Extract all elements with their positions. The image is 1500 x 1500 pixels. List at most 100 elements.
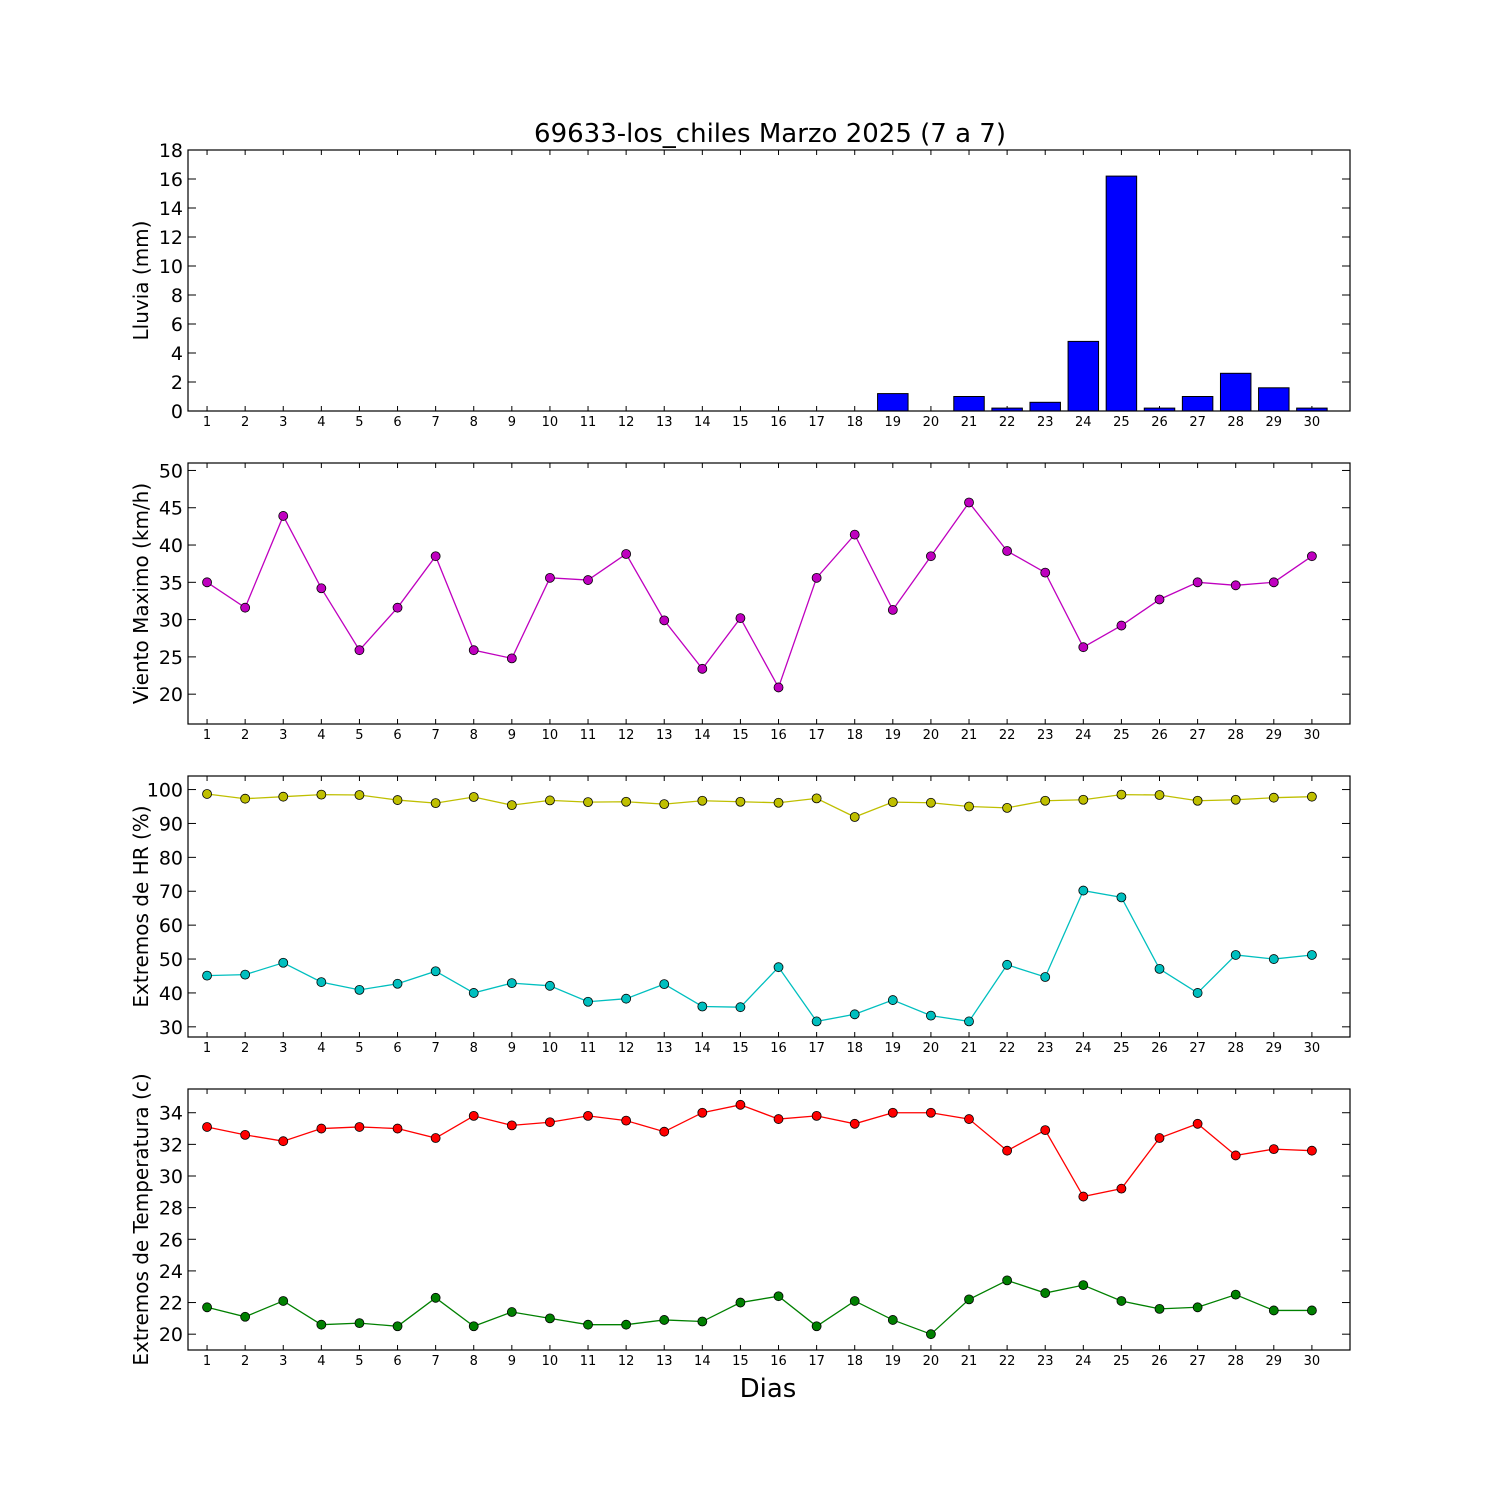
x-tick-label: 1 (203, 415, 211, 430)
y-tick-label: 40 (159, 535, 183, 557)
data-point (811, 1110, 822, 1121)
bar (1067, 340, 1100, 412)
data-point (887, 797, 898, 807)
y-tick-label: 22 (159, 1293, 183, 1315)
data-point (1192, 1302, 1203, 1313)
data-point (1230, 1150, 1241, 1161)
x-tick-label: 10 (542, 415, 559, 430)
data-point (202, 577, 212, 588)
x-tick-label: 3 (279, 415, 287, 430)
x-tick-label: 22 (999, 1041, 1016, 1056)
x-tick-label: 10 (542, 728, 559, 743)
data-point (964, 1114, 974, 1124)
x-tick-label: 30 (1304, 415, 1321, 430)
data-point (773, 1114, 784, 1124)
x-tick-label: 3 (279, 728, 287, 743)
data-point (1192, 795, 1203, 806)
x-tick-label: 12 (618, 1041, 635, 1056)
data-point (1040, 972, 1051, 982)
data-point (1230, 1289, 1241, 1300)
y-tick-label: 24 (159, 1261, 183, 1283)
x-tick-label: 7 (431, 1041, 439, 1056)
data-point (849, 1296, 860, 1306)
data-point (1154, 1133, 1165, 1143)
plot-frame (187, 149, 1351, 412)
x-tick-label: 16 (770, 1354, 787, 1369)
data-point (621, 1115, 632, 1126)
data-point (1230, 580, 1241, 591)
y-tick-label: 30 (159, 1017, 183, 1039)
data-point (773, 682, 784, 693)
x-tick-label: 15 (732, 415, 749, 430)
data-point (621, 1319, 632, 1330)
x-tick-label: 3 (279, 1354, 287, 1369)
y-tick-label: 25 (159, 647, 183, 669)
data-point (697, 1316, 708, 1327)
bar (1181, 396, 1214, 412)
data-point (468, 645, 479, 656)
data-point (468, 1110, 479, 1121)
x-tick-label: 21 (961, 415, 978, 430)
panel-1: 1 2 3 4 5 6 7 8 9 10 11 12 13 14 15 16 17 18 19 20 21 22 23 24 2… (129, 140, 1351, 430)
x-tick-label: 9 (508, 728, 516, 743)
data-point (468, 1321, 479, 1332)
data-point (926, 551, 936, 562)
x-tick-label: 22 (999, 1354, 1016, 1369)
data-point (735, 796, 746, 807)
data-point (316, 1319, 327, 1330)
data-point (811, 1321, 822, 1332)
x-tick-label: 5 (355, 728, 363, 743)
series-line (206, 793, 1312, 818)
plot-frame (187, 775, 1351, 1038)
data-point (1116, 620, 1127, 631)
panel-4: 1 2 3 4 5 6 7 8 9 10 11 12 13 14 15 16 17 18 19 20 21 22 23 24 2… (129, 1073, 1351, 1369)
x-tick-label: 13 (656, 1354, 673, 1369)
data-point (202, 970, 212, 981)
x-tick-label: 29 (1266, 415, 1283, 430)
data-point (735, 1002, 746, 1013)
bar (1219, 372, 1252, 412)
x-tick-label: 13 (656, 1041, 673, 1056)
data-point (1002, 802, 1013, 813)
data-point (1078, 1191, 1089, 1202)
x-tick-label: 17 (808, 415, 825, 430)
y-tick-label: 6 (171, 314, 183, 336)
data-point (506, 800, 517, 811)
x-tick-label: 20 (923, 728, 940, 743)
x-tick-label: 13 (656, 728, 673, 743)
x-tick-label: 24 (1075, 1041, 1092, 1056)
x-tick-label: 4 (317, 415, 325, 430)
x-tick-label: 20 (923, 1041, 940, 1056)
data-point (583, 1319, 593, 1330)
x-tick-label: 5 (355, 415, 363, 430)
x-tick-label: 15 (732, 728, 749, 743)
x-tick-label: 17 (808, 1354, 825, 1369)
x-tick-label: 20 (923, 415, 940, 430)
x-tick-label: 12 (618, 728, 635, 743)
data-point (392, 1321, 403, 1332)
x-tick-label: 20 (923, 1354, 940, 1369)
x-tick-label: 13 (656, 415, 673, 430)
x-tick-label: 11 (580, 415, 597, 430)
x-tick-label: 9 (508, 1354, 516, 1369)
bar (953, 396, 985, 412)
x-tick-label: 26 (1151, 1354, 1168, 1369)
data-point (887, 1107, 898, 1118)
data-point (545, 795, 555, 806)
x-tick-label: 7 (431, 415, 439, 430)
x-tick-label: 4 (317, 1354, 325, 1369)
x-tick-label: 14 (694, 728, 711, 743)
data-point (849, 1009, 860, 1020)
data-point (1307, 950, 1317, 960)
x-tick-label: 23 (1037, 728, 1054, 743)
data-point (1040, 1288, 1051, 1298)
chart-panels: 1 2 3 4 5 6 7 8 9 10 11 12 13 14 15 16 17 18 19 20 21 22 23 24 2… (129, 140, 1351, 1369)
data-point (278, 511, 289, 521)
x-tick-label: 16 (770, 415, 787, 430)
y-tick-label: 50 (159, 949, 183, 971)
x-tick-label: 10 (542, 1041, 559, 1056)
data-point (316, 1123, 327, 1134)
x-tick-label: 21 (961, 1354, 978, 1369)
data-point (1192, 988, 1203, 998)
